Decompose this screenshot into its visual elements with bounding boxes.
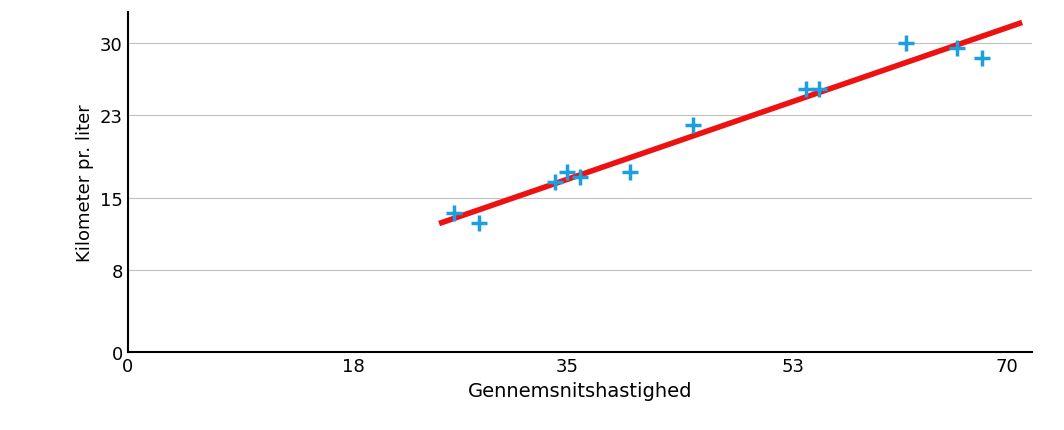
Point: [948, 46, 965, 52]
Point: [684, 123, 701, 129]
Point: [559, 169, 576, 176]
X-axis label: Gennemsnitshastighed: Gennemsnitshastighed: [468, 381, 692, 400]
Point: [974, 56, 991, 63]
Point: [546, 179, 563, 186]
Point: [471, 221, 488, 227]
Point: [621, 169, 638, 176]
Point: [810, 87, 827, 94]
Point: [898, 40, 915, 47]
Point: [446, 210, 463, 217]
Point: [571, 174, 588, 181]
Y-axis label: Kilometer pr. liter: Kilometer pr. liter: [77, 104, 95, 261]
Point: [797, 87, 814, 94]
